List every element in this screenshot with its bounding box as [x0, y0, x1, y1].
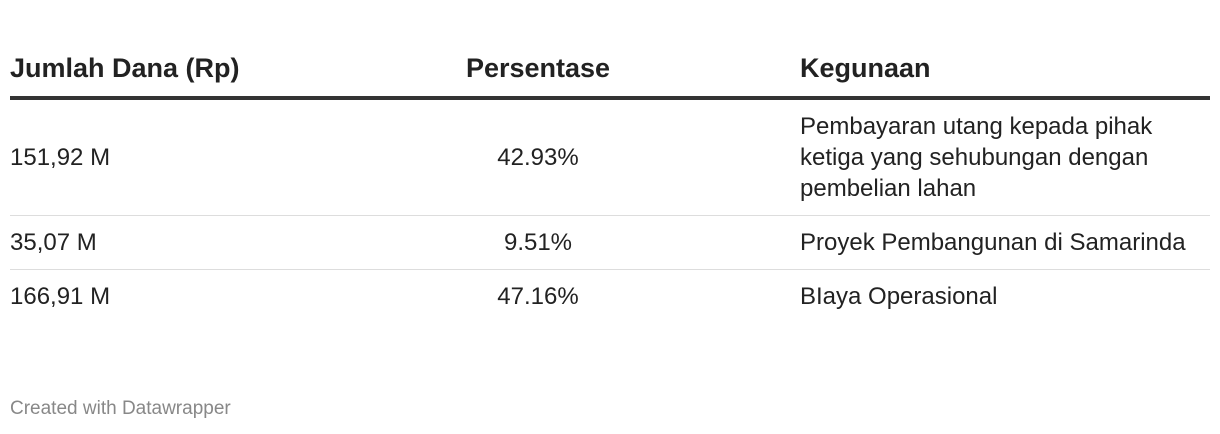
table-cell: BIaya Operasional — [800, 283, 998, 310]
column-header: Jumlah Dana (Rp) — [10, 52, 240, 83]
table-row: 166,91 M 47.16% BIaya Operasional — [10, 270, 1210, 323]
table-cell: Proyek Pembangunan di Samarinda — [800, 229, 1186, 256]
table: Jumlah Dana (Rp) Persentase Kegunaan 151… — [10, 40, 1210, 323]
column-header: Persentase — [465, 52, 611, 83]
table-cell: 166,91 M — [10, 283, 111, 310]
table-row: 151,92 M 42.93% Pembayaran utang kepada pi… — [10, 100, 1210, 216]
table-cell: 151,92 M — [10, 144, 111, 171]
table-row: 35,07 M 9.51% Proyek Pembangunan di Samari… — [10, 216, 1210, 270]
table-cell: 35,07 M — [10, 229, 97, 256]
table-cell: 47.16% — [497, 283, 579, 310]
table-cell: 9.51% — [503, 229, 573, 256]
column-header: Kegunaan — [800, 52, 931, 83]
table-cell: Pembayaran utang kepada pihak ketiga yan… — [800, 113, 1153, 202]
credit: Created with Datawrapper — [10, 398, 231, 419]
header-row: Jumlah Dana (Rp) Persentase Kegunaan — [10, 40, 1210, 100]
table-cell: 42.93% — [497, 144, 579, 171]
